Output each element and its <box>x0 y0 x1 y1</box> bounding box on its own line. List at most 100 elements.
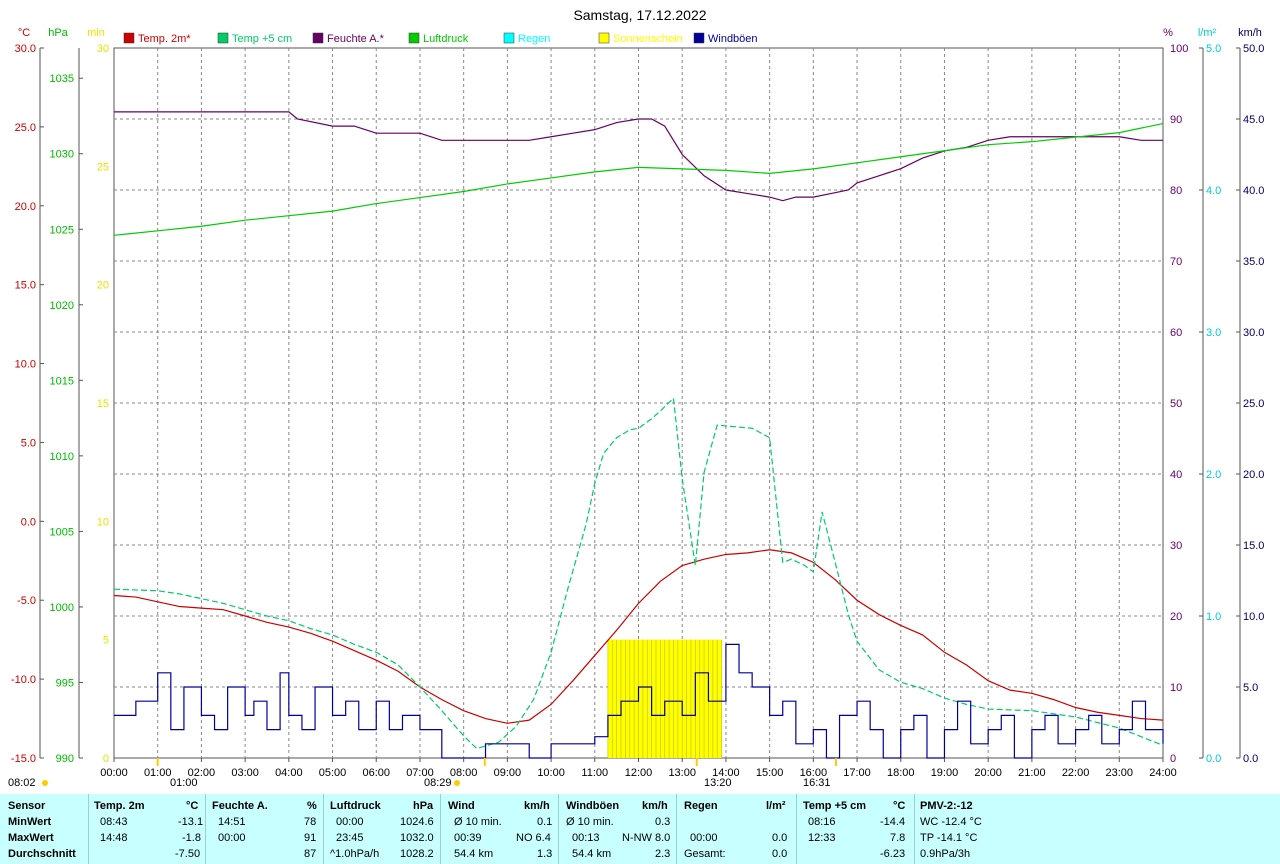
rain-tick-label: 0.0 <box>1206 753 1221 765</box>
wind-avg10: 0.1 <box>537 816 553 828</box>
temp-tick-label: 5.0 <box>21 437 36 449</box>
pressure-tick-label: 1020 <box>50 300 74 312</box>
wind-distance: 54.4 km <box>454 848 494 860</box>
humidity-tick-label: 10 <box>1170 682 1182 694</box>
sunshine-tick-label: 15 <box>97 398 109 410</box>
gusts-unit: km/h <box>642 800 668 812</box>
marker-label: 08:02 <box>8 777 36 789</box>
wind-tick-label: 5.0 <box>1243 682 1258 694</box>
sun-icon <box>42 780 48 786</box>
humidity-tick-label: 70 <box>1170 256 1182 268</box>
legend-swatch <box>217 32 229 44</box>
pressure-tick-label: 990 <box>56 753 74 765</box>
wind-tick-label: 15.0 <box>1243 540 1264 552</box>
wind-max-time: 00:39 <box>454 832 482 844</box>
gusts-max-time: 00:13 <box>572 832 600 844</box>
sunshine-axis-unit: min <box>87 27 105 39</box>
gusts-avg10: 0.3 <box>655 816 671 828</box>
row-label-min: MinWert <box>8 816 52 828</box>
rain-tick-label: 4.0 <box>1206 185 1221 197</box>
row-label-max: MaxWert <box>8 832 54 844</box>
pmv-dewpoint: TP -14.1 °C <box>920 832 978 844</box>
wind-avg10-label: Ø 10 min. <box>454 816 502 828</box>
x-tick-label: 23:00 <box>1106 767 1134 779</box>
humidity-min: 78 <box>304 816 317 828</box>
rain-header: Regen <box>684 800 718 812</box>
pressure-min-time: 00:00 <box>336 816 364 828</box>
rain-max-time: 00:00 <box>690 832 718 844</box>
humidity-axis-unit: % <box>1163 27 1173 39</box>
row-label-sensor: Sensor <box>8 800 46 812</box>
pressure-tick-label: 1005 <box>50 526 74 538</box>
wind-tick-label: 35.0 <box>1243 256 1264 268</box>
wind-tick-label: 0.0 <box>1243 753 1258 765</box>
rain-max: 0.0 <box>772 832 788 844</box>
marker-label: 13:20 <box>704 777 732 789</box>
wind-tick-label: 30.0 <box>1243 327 1264 339</box>
x-tick-label: 02:00 <box>188 767 216 779</box>
temp-tick-label: 0.0 <box>21 516 36 528</box>
rain-total: 0.0 <box>772 848 788 860</box>
humidity-header: Feuchte A. <box>212 800 268 812</box>
x-tick-label: 05:00 <box>319 767 347 779</box>
humidity-tick-label: 0 <box>1170 753 1176 765</box>
humidity-max: 91 <box>304 832 317 844</box>
x-tick-label: 12:00 <box>625 767 653 779</box>
temp-tick-label: -10.0 <box>11 674 36 686</box>
temp-tick-label: -15.0 <box>11 753 36 765</box>
x-tick-label: 13:00 <box>668 767 696 779</box>
humidity-tick-label: 90 <box>1170 114 1182 126</box>
legend-label: Regen <box>518 33 550 45</box>
wind-tick-label: 50.0 <box>1243 43 1264 55</box>
wind-tick-label: 20.0 <box>1243 469 1264 481</box>
x-tick-label: 03:00 <box>231 767 259 779</box>
pressure-tick-label: 1030 <box>50 149 74 161</box>
legend-swatch <box>598 32 610 44</box>
temp2m-unit: °C <box>186 800 199 812</box>
marker-label: 01:00 <box>170 777 198 789</box>
legend-swatch <box>693 32 705 44</box>
series-windb-en <box>114 643 1164 759</box>
pressure-tick-label: 1025 <box>50 224 74 236</box>
pressure-tick-label: 995 <box>56 677 74 689</box>
temp2m-avg: -7.50 <box>175 848 201 860</box>
humidity-tick-label: 30 <box>1170 540 1182 552</box>
sunshine-tick-label: 20 <box>97 280 109 292</box>
rain-tick-label: 3.0 <box>1206 327 1221 339</box>
temp-tick-label: 30.0 <box>15 43 36 55</box>
temp2m-header: Temp. 2m <box>94 800 145 812</box>
sunshine-tick-label: 5 <box>103 635 109 647</box>
series-temp-5-cm <box>113 396 1164 750</box>
pressure-max: 1032.0 <box>400 832 434 844</box>
wind-max: NO 6.4 <box>516 832 551 844</box>
pressure-axis-unit: hPa <box>48 27 68 39</box>
x-tick-label: 06:00 <box>362 767 390 779</box>
marker-label: 16:31 <box>803 777 831 789</box>
weather-chart: Samstag, 17.12.2022 Temp. 2m* Temp +5 cm F… <box>8 7 1265 789</box>
temp-tick-label: 10.0 <box>15 359 36 371</box>
temp5cm-header: Temp +5 cm <box>803 800 867 812</box>
x-tick-label: 17:00 <box>843 767 871 779</box>
legend-swatch <box>312 32 324 44</box>
temp-tick-label: -5.0 <box>17 595 36 607</box>
temp-axis-unit: °C <box>18 27 30 39</box>
series-luftdruck <box>113 122 1164 236</box>
legend-swatch <box>503 32 515 44</box>
temp-tick-label: 25.0 <box>15 122 36 134</box>
rain-axis-unit: l/m² <box>1198 27 1217 39</box>
x-tick-label: 16:00 <box>800 767 828 779</box>
wind-header: Wind <box>448 800 475 812</box>
gusts-max: N-NW 8.0 <box>622 832 671 844</box>
rain-total-label: Gesamt: <box>684 848 726 860</box>
humidity-tick-label: 40 <box>1170 469 1182 481</box>
wind-unit: km/h <box>524 800 550 812</box>
temp2m-min-time: 08:43 <box>100 816 128 828</box>
legend-label: Windböen <box>708 33 758 45</box>
x-tick-label: 11:00 <box>581 767 608 779</box>
temp2m-max-time: 14:48 <box>100 832 128 844</box>
humidity-min-time: 14:51 <box>218 816 246 828</box>
wind-axis-unit: km/h <box>1238 27 1262 39</box>
rain-unit: l/m² <box>766 800 786 812</box>
legend-label: Sonnenschein <box>613 33 683 45</box>
x-tick-label: 01:00 <box>144 767 172 779</box>
